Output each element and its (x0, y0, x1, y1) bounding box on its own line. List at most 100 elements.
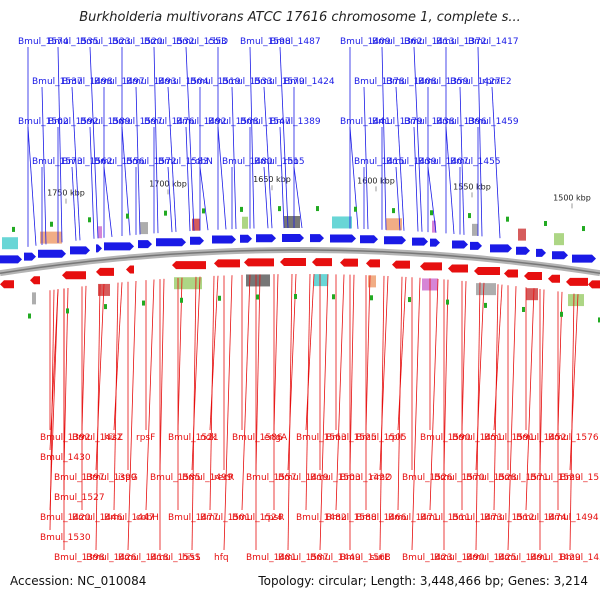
reverse-label-leader (127, 280, 137, 551)
reverse-label-leader (379, 275, 385, 551)
reverse-label-leader (429, 278, 439, 511)
forward-gene-label: Bmul_1492 (176, 117, 227, 127)
reverse-label-leader (335, 274, 345, 511)
reverse-gene-label: Bmul_1551 (150, 553, 201, 563)
forward-gene-label: Bmul_1579 (254, 77, 305, 87)
forward-gene-label: Bmul_1583 (158, 157, 209, 167)
green-marker (484, 302, 487, 308)
reverse-label-leader (319, 274, 329, 551)
forward-gene-label: rho (284, 157, 299, 167)
forward-gene-arrow (156, 238, 186, 247)
green-marker (522, 306, 525, 312)
reverse-gene-label: hisZ (104, 433, 123, 443)
forward-label-leader (445, 126, 455, 235)
reverse-gene-label: Bmul_1419 (278, 473, 329, 483)
reverse-label-leader (349, 274, 355, 471)
reverse-label-leader (507, 286, 517, 551)
forward-label-leader (135, 86, 141, 235)
forward-gene-arrow (190, 236, 204, 245)
forward-label-leader (363, 86, 369, 230)
reverse-gene-label: Bmul_1590 (420, 433, 471, 443)
reverse-gene-label: Bmul_1527 (54, 493, 105, 503)
reverse-gene-label: Bmul_1422 (340, 473, 391, 483)
forward-gene-arrow (552, 251, 568, 260)
forward-label-leader (103, 166, 113, 238)
reverse-label-leader (209, 275, 219, 431)
forward-gene-label: Bmul_1362 (372, 37, 423, 47)
reverse-gene-label: Bmul_1425 (466, 553, 517, 563)
forward-label-leader (121, 126, 131, 236)
forward-gene-label: Bmul_1476 (144, 117, 195, 127)
reverse-cog-stripe (526, 288, 538, 301)
forward-label-leader (89, 46, 99, 239)
green-marker (582, 226, 585, 232)
green-marker (354, 206, 357, 212)
forward-gene-label: Bmul_1379 (372, 117, 423, 127)
reverse-gene-label: Bmul_1591 (484, 433, 535, 443)
forward-label-leader (27, 126, 37, 246)
forward-gene-arrow (24, 252, 36, 261)
reverse-cog-stripe (174, 277, 202, 290)
reverse-label-leader (569, 294, 579, 471)
forward-cog-stripe (332, 216, 352, 229)
forward-gene-label: Bmul_1520 (112, 37, 163, 47)
forward-label-leader (185, 46, 195, 231)
forward-label-leader (491, 86, 501, 239)
reverse-gene-label: Bmul_1524 (232, 513, 283, 523)
reverse-cog-stripe (368, 275, 376, 288)
forward-label-leader (217, 126, 227, 230)
forward-label-leader (57, 46, 63, 243)
forward-gene-label: Bmul_1480 (222, 157, 273, 167)
reverse-cog-stripe (314, 274, 328, 287)
forward-gene-arrow (360, 235, 378, 244)
forward-label-leader (167, 166, 173, 233)
forward-gene-label: Bmul_1589 (80, 117, 131, 127)
forward-gene-label: Bmul_1427 (450, 77, 501, 87)
reverse-label-leader (49, 289, 59, 451)
reverse-gene-label: Bmul_1473 (452, 513, 503, 523)
reverse-gene-label: Bmul_1429 (530, 553, 581, 563)
green-marker (66, 308, 69, 314)
forward-cog-stripe (2, 237, 18, 250)
forward-gene-label: Bmul_1389 (270, 117, 321, 127)
reverse-gene-label: rpsF (136, 433, 155, 443)
forward-label-leader (153, 46, 159, 234)
green-marker (392, 208, 395, 214)
forward-gene-label: Bmul_1523 (80, 37, 131, 47)
reverse-gene-label: Bmul_1399 (86, 473, 137, 483)
reverse-gene-label: Bmul_1452 (516, 433, 567, 443)
reverse-gene-label: Bmul_1585 (150, 473, 201, 483)
reverse-gene-label: Bmul_1588 (326, 513, 377, 523)
forward-gene-label: Bmul_1409 (340, 37, 391, 47)
green-marker (294, 294, 297, 300)
forward-gene-label: Bmul_1413 (404, 37, 455, 47)
forward-gene-label: rpmE2 (482, 77, 512, 87)
reverse-gene-label: Bmul_1568 (340, 553, 391, 563)
reverse-label-leader (81, 285, 87, 431)
forward-gene-label: Bmul_1372 (436, 37, 487, 47)
forward-label-leader (279, 46, 289, 229)
reverse-label-leader (493, 284, 499, 511)
reverse-gene-label: Bmul_1418 (118, 553, 169, 563)
reverse-label-leader (159, 278, 165, 471)
reverse-cog-stripe (476, 283, 496, 296)
green-marker (126, 213, 129, 219)
reverse-gene-label: recR (214, 473, 234, 483)
green-marker (142, 300, 145, 306)
forward-gene-arrow (470, 241, 482, 250)
reverse-gene-arrow (588, 280, 600, 289)
reverse-label-leader (241, 274, 251, 511)
kbp-label: 1600 kbp (357, 176, 395, 185)
forward-gene-label: Bmul_1562 (62, 157, 113, 167)
reverse-gene-label: Bmul_1426 (86, 553, 137, 563)
reverse-gene-label: ndk (200, 433, 217, 443)
forward-gene-label: Bmul_1535 (48, 37, 99, 47)
forward-gene-label: Bmul_1573 (32, 157, 83, 167)
forward-gene-arrow (330, 234, 356, 243)
reverse-gene-arrow (214, 259, 240, 268)
forward-gene-label: Bmul_1455 (450, 157, 501, 167)
kbp-label: 1650 kbp (253, 175, 291, 184)
reverse-label-leader (411, 277, 421, 551)
forward-label-leader (199, 166, 209, 231)
forward-gene-label: Bmul_1553 (176, 37, 227, 47)
